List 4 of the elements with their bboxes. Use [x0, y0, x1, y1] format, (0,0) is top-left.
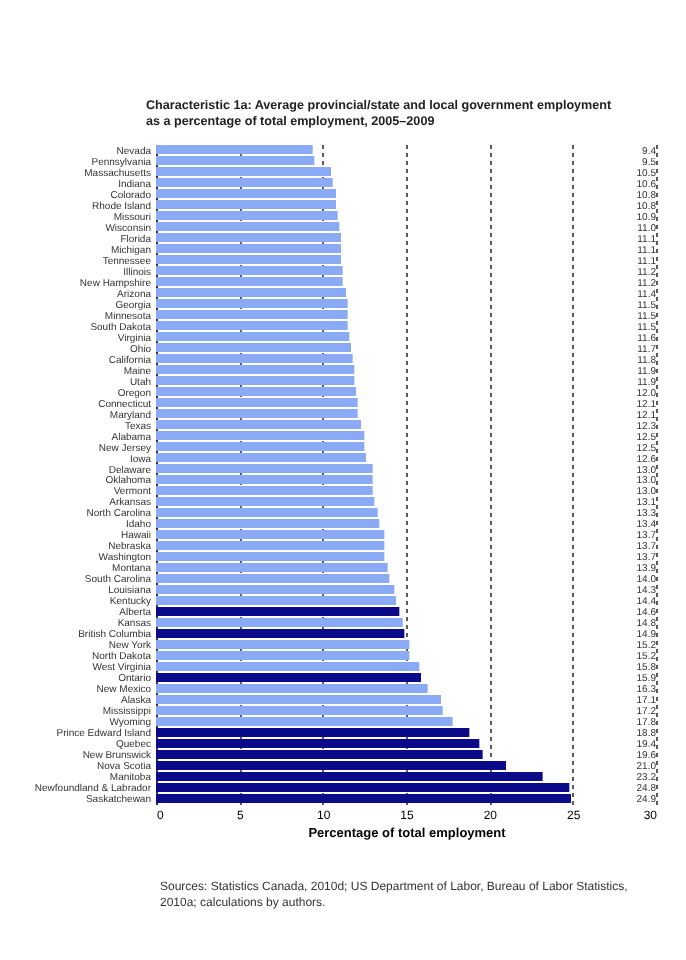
bar: [156, 672, 421, 682]
bar: [156, 617, 403, 627]
bar: [156, 606, 400, 616]
bar: [156, 628, 405, 638]
